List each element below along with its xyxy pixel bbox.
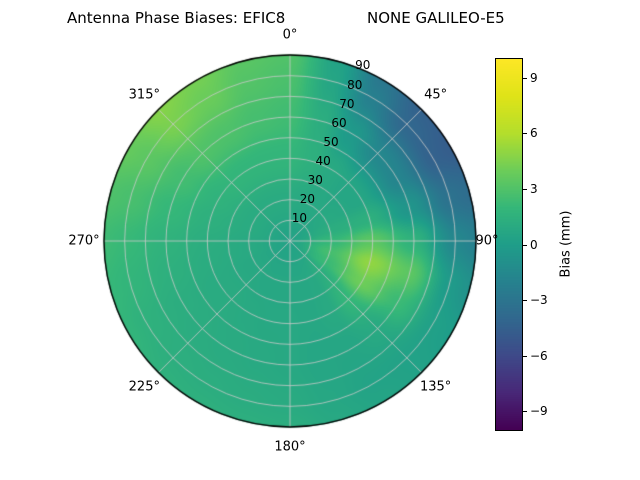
azimuth-tick-label: 0° — [282, 27, 298, 43]
colorbar-tick-label: 9 — [530, 71, 538, 85]
colorbar-tick-mark — [523, 411, 527, 412]
colorbar-tick-label: 3 — [530, 182, 538, 196]
radial-tick-label: 90 — [355, 58, 371, 73]
colorbar-tick-mark — [523, 133, 527, 134]
azimuth-tick-label: 45° — [424, 87, 448, 103]
colorbar-tick-label: −3 — [530, 293, 548, 307]
colorbar-tick-label: −9 — [530, 404, 548, 418]
radial-tick-label: 50 — [323, 134, 339, 149]
azimuth-tick-label: 90° — [475, 233, 499, 249]
colorbar-tick-label: 6 — [530, 126, 538, 140]
colorbar-tick-mark — [523, 245, 527, 246]
radial-tick-label: 40 — [315, 153, 331, 168]
radial-tick-label: 30 — [307, 173, 323, 188]
colorbar-axis-label: Bias (mm) — [558, 210, 574, 278]
radial-tick-label: 70 — [339, 96, 355, 111]
radial-tick-label: 60 — [331, 115, 347, 130]
colorbar-tick-mark — [523, 189, 527, 190]
azimuth-tick-label: 225° — [128, 379, 160, 395]
colorbar-tick-label: −6 — [530, 349, 548, 363]
colorbar-tick-mark — [523, 300, 527, 301]
azimuth-tick-label: 315° — [128, 87, 160, 103]
azimuth-tick-label: 180° — [274, 439, 306, 455]
radial-tick-label: 20 — [299, 192, 315, 207]
colorbar-tick-mark — [523, 356, 527, 357]
azimuth-tick-label: 270° — [68, 233, 100, 249]
azimuth-tick-label: 135° — [419, 379, 452, 395]
radial-tick-label: 80 — [347, 77, 363, 92]
colorbar-tick-label: 0 — [530, 238, 538, 252]
colorbar-tick-mark — [523, 78, 527, 79]
colorbar-gradient — [495, 58, 523, 431]
radial-tick-label: 10 — [291, 211, 308, 226]
